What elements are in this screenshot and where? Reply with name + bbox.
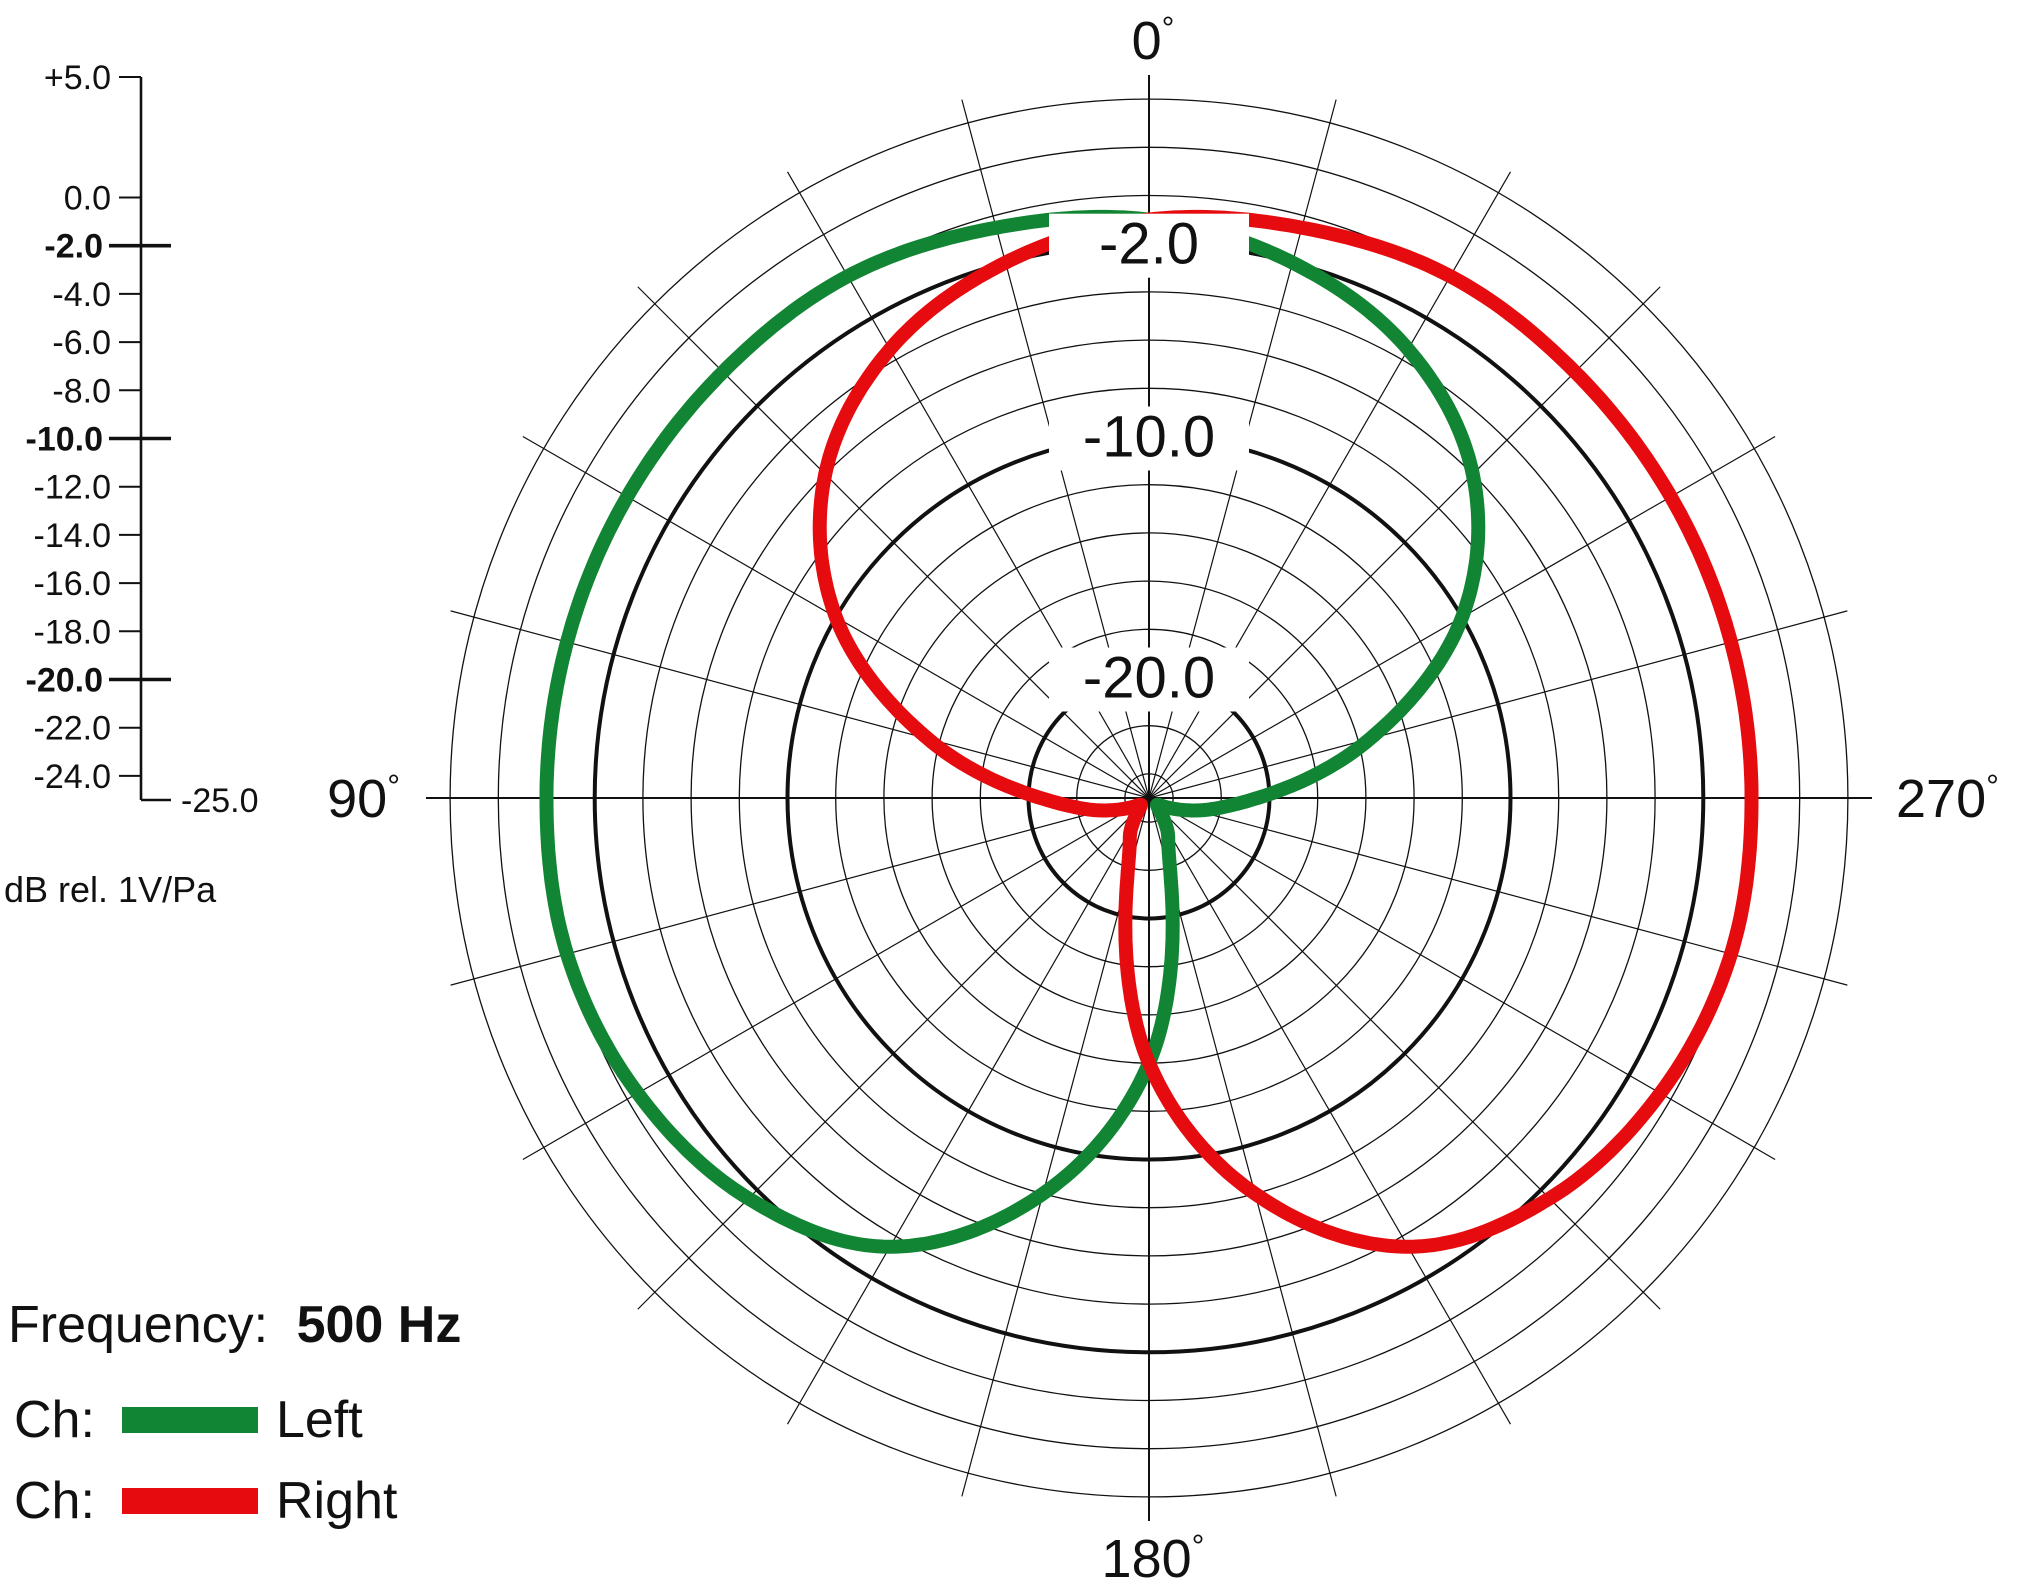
radial-unit-label: dB rel. 1V/Pa [4, 869, 217, 910]
series-right-curve [812, 209, 1759, 1254]
db-scale: +5.0 0.0 -2.0 -4.0 -6.0 -8.0 -10.0 -12.0 -14.0 -1… [26, 59, 259, 820]
frequency-value: 500 Hz [297, 1296, 462, 1354]
scale-label: -8.0 [52, 372, 111, 410]
frequency-label-line: Frequency: 500 Hz [8, 1296, 461, 1354]
scale-label: -6.0 [52, 324, 111, 362]
ring-label: -10.0 [1083, 405, 1215, 470]
grid-spoke [1148, 797, 1337, 1497]
scale-label: -18.0 [34, 613, 112, 651]
legend-left-label: Left [276, 1391, 363, 1449]
ring-label-bg [1049, 647, 1249, 712]
scale-label: -14.0 [34, 517, 112, 555]
legend-left-swatch [122, 1407, 258, 1433]
grid-spoke [786, 797, 1150, 1425]
legend-right-prefix: Ch: [14, 1472, 95, 1530]
degree-symbol: ° [1162, 10, 1175, 46]
scale-label: 0.0 [64, 180, 111, 218]
ring-label-bg [1049, 213, 1249, 278]
grid-spoke [637, 286, 1150, 799]
scale-label: -2.0 [44, 228, 103, 266]
legend-left-prefix: Ch: [14, 1391, 95, 1449]
angle-labels: 0° 90° 180° 270° [327, 10, 1999, 1587]
grid-spoke [1148, 797, 1776, 1161]
scale-label: -10.0 [26, 421, 104, 459]
angle-label-90: 90° [327, 768, 400, 829]
polar-grid [426, 75, 1872, 1521]
grid-spoke [1148, 797, 1661, 1310]
grid-spoke [637, 797, 1150, 1310]
ring-label: -2.0 [1099, 212, 1199, 277]
angle-label-270: 270° [1896, 768, 1999, 829]
angle-label-180: 180° [1102, 1528, 1205, 1587]
grid-spoke [522, 797, 1150, 1161]
ring-label-bg [1049, 406, 1249, 471]
degree-symbol: ° [1986, 768, 1999, 804]
scale-label: -4.0 [52, 276, 111, 314]
scale-label: -25.0 [181, 782, 259, 820]
scale-label: -12.0 [34, 469, 112, 507]
frequency-label: Frequency: [8, 1296, 268, 1354]
degree-symbol: ° [387, 768, 400, 804]
ring-label: -20.0 [1083, 646, 1215, 711]
legend: Frequency: 500 Hz Ch: Left Ch: Right [8, 1296, 461, 1530]
scale-label: -24.0 [34, 758, 112, 796]
legend-right-swatch [122, 1488, 258, 1514]
grid-spoke [1148, 797, 1512, 1425]
grid-spoke [961, 797, 1150, 1497]
polar-series [539, 209, 1759, 1254]
legend-right-label: Right [276, 1472, 398, 1530]
scale-label: -16.0 [34, 565, 112, 603]
series-left-curve [539, 209, 1486, 1254]
grid-spoke [1148, 286, 1661, 799]
angle-label-0: 0° [1132, 10, 1175, 71]
ring-labels: -2.0 -10.0 -20.0 [1049, 212, 1249, 712]
degree-symbol: ° [1192, 1528, 1205, 1564]
scale-label: -20.0 [26, 662, 104, 700]
scale-label: -22.0 [34, 710, 112, 748]
scale-label: +5.0 [44, 59, 111, 97]
